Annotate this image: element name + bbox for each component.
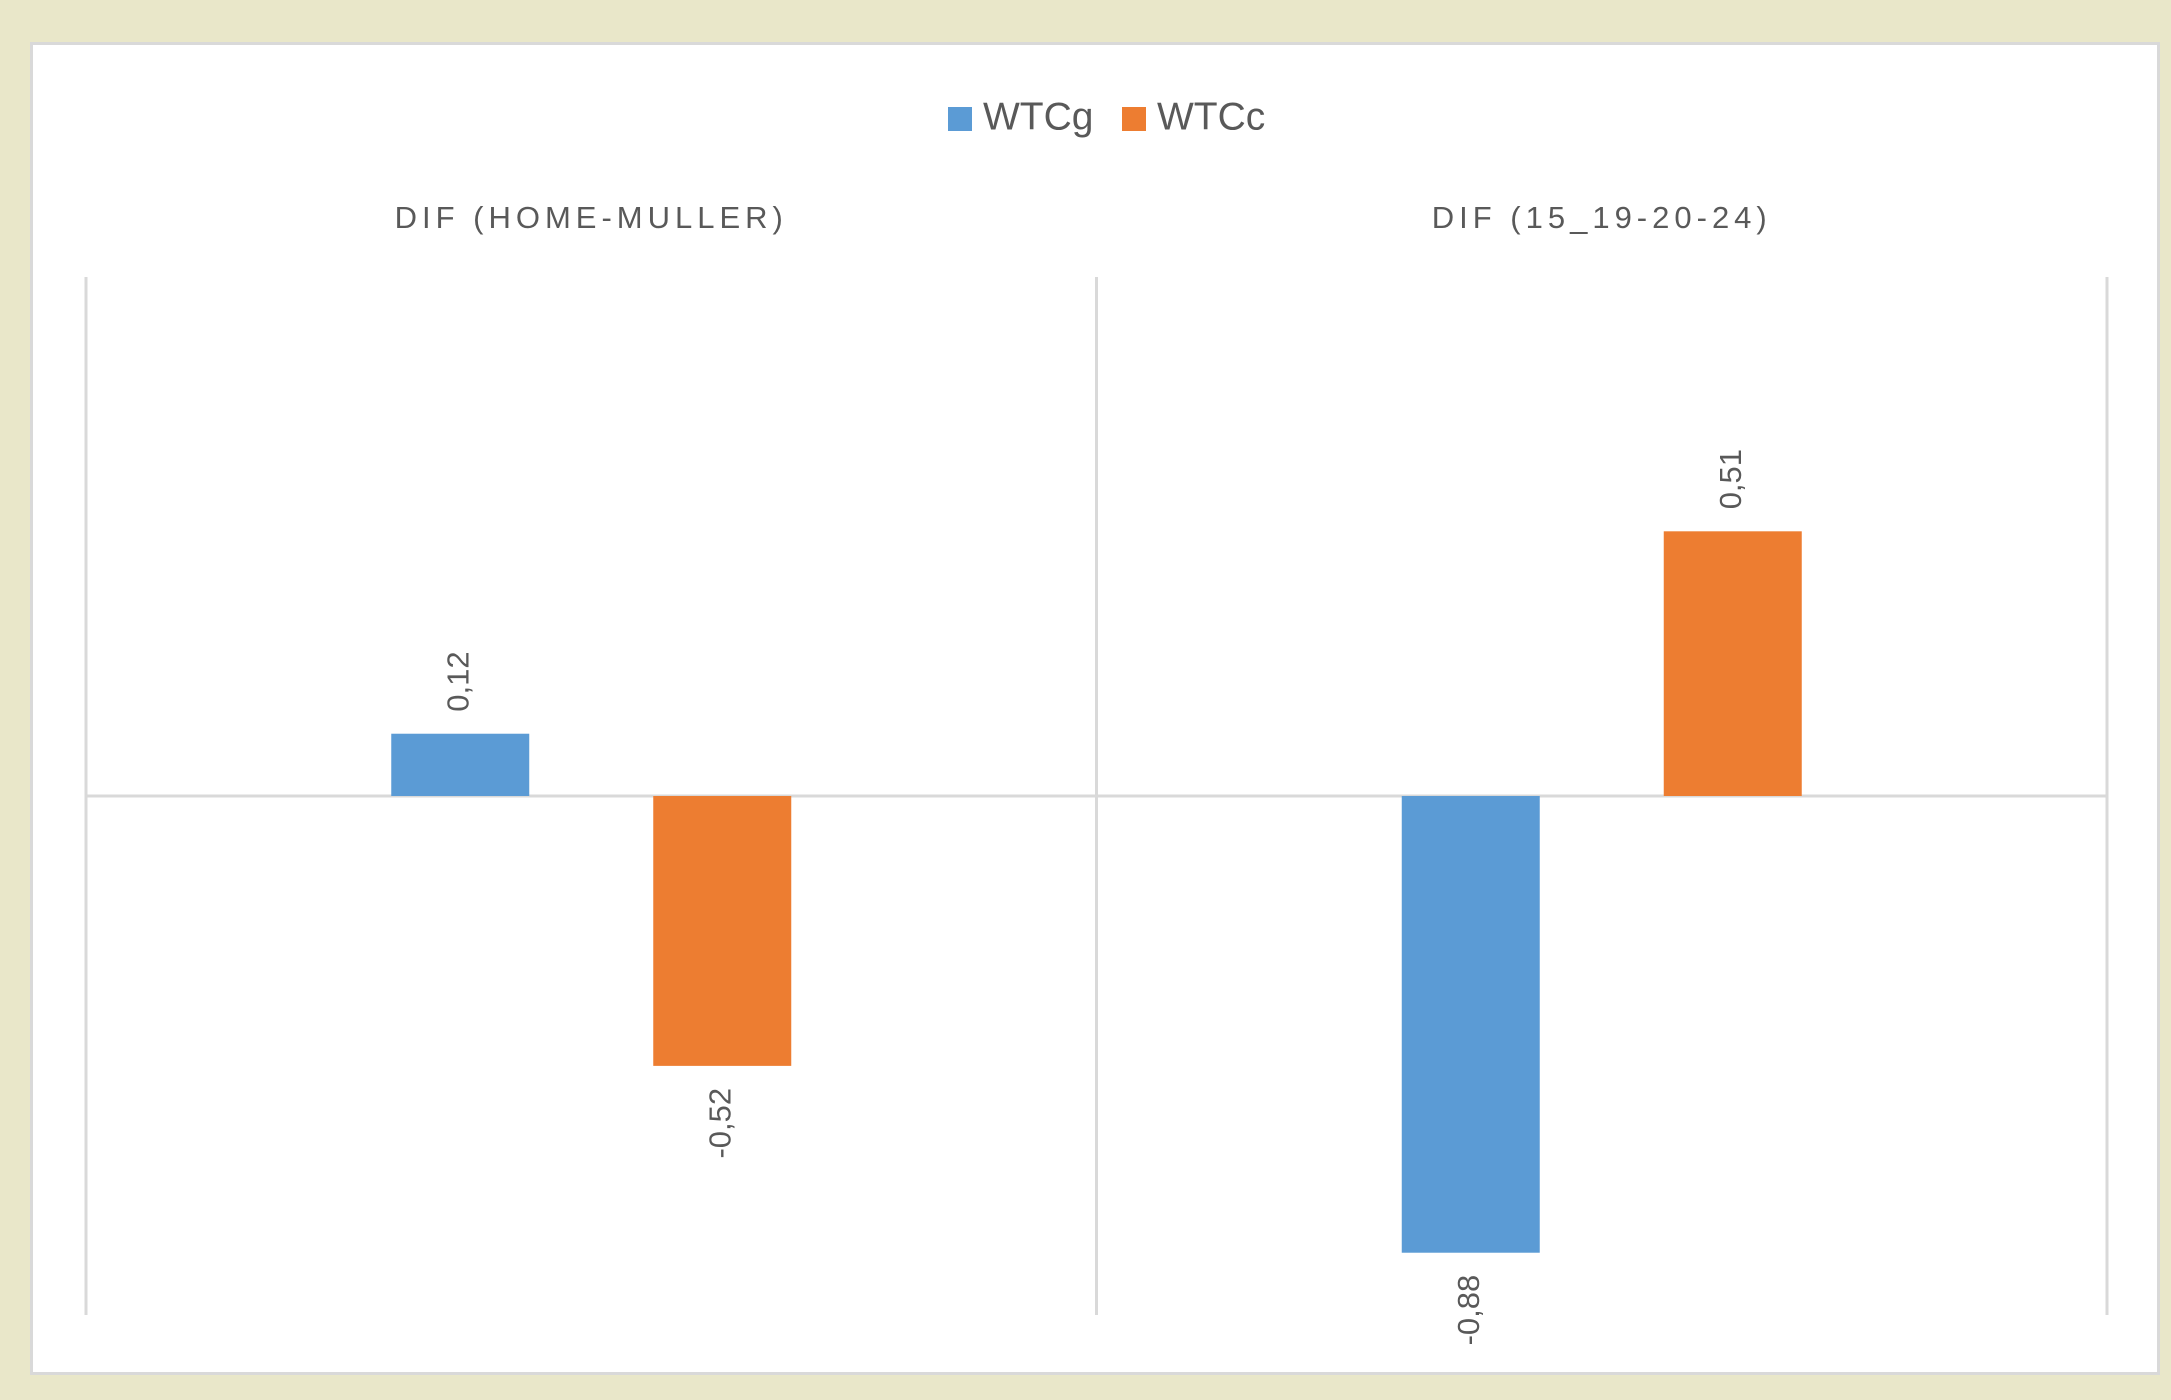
data-label: 0,51: [1713, 449, 1748, 509]
category-label: DIF (15_19-20-24): [1432, 200, 1772, 235]
category-label: DIF (HOME-MULLER): [395, 200, 788, 235]
data-label: 0,12: [440, 651, 475, 711]
legend-swatch: [948, 107, 972, 131]
data-label: -0,52: [702, 1088, 737, 1159]
legend-label: WTCg: [983, 95, 1094, 138]
legend-label: WTCc: [1157, 95, 1265, 138]
legend-swatch: [1122, 107, 1146, 131]
bar: [1663, 531, 1802, 796]
data-label: -0,88: [1451, 1275, 1486, 1346]
bar: [1401, 796, 1540, 1253]
bar: [391, 733, 530, 796]
bar: [653, 796, 792, 1066]
